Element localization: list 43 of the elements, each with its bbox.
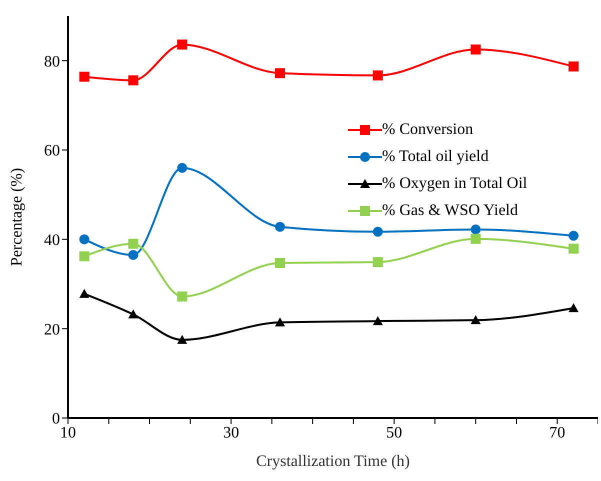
- point: [177, 162, 188, 173]
- x-tick-label: 70: [549, 424, 566, 442]
- point: [470, 234, 481, 244]
- point: [128, 309, 138, 318]
- y-tick-label: 0: [52, 410, 60, 428]
- point: [275, 68, 285, 78]
- point: [568, 244, 579, 254]
- x-tick-label: 50: [386, 424, 402, 442]
- legend-label: % Oxygen in Total Oil: [382, 174, 528, 192]
- point: [79, 251, 90, 262]
- y-tick-label: 80: [44, 53, 60, 70]
- point: [372, 226, 383, 237]
- point: [177, 292, 188, 302]
- point: [470, 315, 481, 324]
- point: [568, 61, 579, 72]
- y-tick-label: 40: [44, 232, 60, 250]
- point: [79, 288, 90, 298]
- y-axis-title: Percentage (%): [8, 168, 26, 266]
- point: [275, 317, 285, 326]
- x-axis-title: Crystallization Time (h): [256, 453, 410, 470]
- point: [372, 70, 383, 80]
- point: [128, 250, 138, 260]
- y-tick-label: 60: [44, 142, 60, 160]
- y-tick-label: 20: [44, 321, 60, 338]
- point: [470, 44, 481, 54]
- point: [275, 258, 285, 268]
- point: [568, 230, 579, 241]
- legend-label: % Conversion: [382, 120, 474, 138]
- point: [79, 72, 90, 82]
- point: [275, 222, 285, 232]
- point: [372, 257, 383, 268]
- point: [177, 40, 188, 50]
- point: [79, 234, 90, 244]
- legend-label: % Gas & WSO Yield: [382, 202, 518, 220]
- point: [177, 334, 188, 344]
- point: [128, 75, 138, 86]
- legend-label: % Total oil yield: [382, 148, 489, 166]
- x-tick-label: 30: [223, 424, 240, 442]
- point: [470, 224, 481, 235]
- point: [372, 316, 383, 326]
- x-tick-label: 10: [60, 424, 76, 442]
- point: [568, 303, 579, 312]
- point: [128, 238, 138, 249]
